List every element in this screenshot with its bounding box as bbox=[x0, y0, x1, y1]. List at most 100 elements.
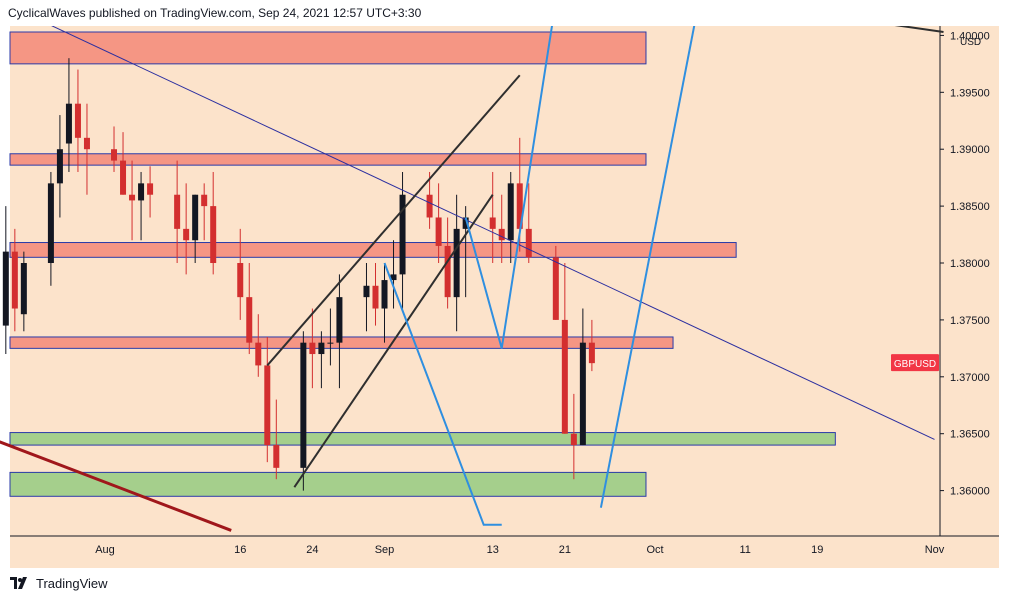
candle bbox=[111, 126, 118, 172]
candle bbox=[65, 58, 72, 172]
tradingview-brand[interactable]: TradingView bbox=[10, 576, 108, 591]
support-zone-4 bbox=[9, 432, 836, 446]
candle bbox=[363, 263, 370, 332]
descending-trendline bbox=[23, 12, 935, 440]
x-tick-label: 21 bbox=[559, 544, 571, 556]
candle-body bbox=[201, 194, 208, 207]
candle-body bbox=[507, 183, 514, 241]
time-axis-background bbox=[10, 536, 999, 568]
candle-body bbox=[111, 149, 118, 161]
candle-body bbox=[138, 183, 145, 201]
candle bbox=[174, 160, 181, 264]
candle-body bbox=[318, 342, 325, 355]
resistance-zone-1 bbox=[9, 153, 647, 166]
candle-body bbox=[246, 297, 253, 343]
candle-body bbox=[462, 217, 469, 229]
chart-area[interactable]: 1.36000 1.36500 1.37000 1.37500 1.38000 1.385… bbox=[0, 0, 1009, 568]
candle bbox=[138, 171, 145, 241]
chart-background bbox=[10, 26, 940, 536]
candle-body bbox=[83, 137, 90, 150]
candle bbox=[498, 194, 505, 264]
candle bbox=[201, 183, 208, 241]
candle bbox=[74, 69, 81, 172]
candle-body bbox=[174, 194, 181, 229]
candle bbox=[462, 206, 469, 298]
candle-body bbox=[381, 280, 388, 309]
candle-body bbox=[336, 297, 343, 343]
candle-body bbox=[426, 194, 433, 218]
y-tick-label: 1.39000 bbox=[950, 144, 990, 156]
symbol-price-label: GBPUSD bbox=[891, 354, 939, 372]
y-tick-label: 1.36500 bbox=[950, 429, 990, 441]
candle bbox=[246, 263, 253, 355]
tradingview-wordmark: TradingView bbox=[36, 575, 108, 591]
candle bbox=[561, 263, 568, 434]
channel-upper-line bbox=[266, 74, 521, 367]
candle-body bbox=[552, 257, 559, 320]
candle-body bbox=[264, 365, 271, 446]
candle bbox=[56, 115, 63, 218]
candle bbox=[210, 171, 217, 275]
candle bbox=[552, 245, 559, 320]
candle-body bbox=[20, 263, 27, 315]
candle bbox=[318, 331, 325, 389]
candle-body bbox=[390, 274, 397, 281]
candle-body bbox=[453, 228, 460, 298]
candle bbox=[399, 171, 406, 309]
dark-red-trendline bbox=[0, 440, 232, 532]
y-tick-label: 1.37500 bbox=[950, 315, 990, 327]
candle-body bbox=[525, 228, 532, 258]
tradingview-logo-icon bbox=[10, 577, 27, 589]
candle-body bbox=[183, 228, 190, 241]
footer: TradingView bbox=[0, 568, 1009, 598]
candle-body bbox=[56, 149, 63, 184]
y-tick-label: 1.38500 bbox=[950, 201, 990, 213]
candle bbox=[11, 228, 18, 332]
candle bbox=[579, 308, 586, 446]
candle-body bbox=[273, 445, 280, 468]
price-chart[interactable]: 1.36000 1.36500 1.37000 1.37500 1.38000 1.385… bbox=[0, 0, 1009, 568]
candle bbox=[381, 263, 388, 343]
candle-body bbox=[300, 342, 307, 468]
x-tick-label: Nov bbox=[925, 544, 945, 556]
candle bbox=[570, 393, 577, 480]
candle-body bbox=[489, 217, 496, 229]
candle-body bbox=[561, 319, 568, 434]
candle bbox=[327, 308, 334, 366]
x-tick-label: 13 bbox=[487, 544, 499, 556]
candle bbox=[507, 171, 514, 264]
candle bbox=[264, 336, 271, 463]
candle bbox=[192, 194, 199, 264]
y-tick-label: 1.37000 bbox=[950, 372, 990, 384]
x-tick-label: 11 bbox=[739, 544, 750, 556]
candle bbox=[588, 319, 595, 372]
x-tick-label: 19 bbox=[811, 544, 823, 556]
x-tick-label: 24 bbox=[306, 544, 318, 556]
candle bbox=[426, 171, 433, 229]
candle-body bbox=[210, 206, 217, 264]
projection-zigzag bbox=[383, 262, 502, 526]
symbol-label-bg bbox=[891, 354, 939, 372]
candle bbox=[309, 308, 316, 389]
x-tick-label: Sep bbox=[375, 544, 395, 556]
candle bbox=[20, 251, 27, 332]
y-tick-label: 1.38000 bbox=[950, 258, 990, 270]
candle-body bbox=[516, 183, 523, 229]
symbol-label-text: GBPUSD bbox=[894, 359, 936, 370]
candle bbox=[120, 132, 127, 195]
candle-body bbox=[120, 160, 127, 195]
candle-body bbox=[444, 245, 451, 298]
candle bbox=[83, 103, 90, 195]
candle bbox=[147, 166, 154, 218]
y-tick-label: 1.36000 bbox=[950, 486, 990, 498]
candle bbox=[183, 183, 190, 275]
candle bbox=[2, 206, 9, 355]
y-tick-label: 1.40000 bbox=[950, 30, 990, 42]
axis-background bbox=[940, 26, 999, 568]
candle bbox=[489, 171, 496, 264]
candle bbox=[372, 263, 379, 326]
projection-upper-right-line bbox=[599, 0, 701, 508]
candle-body bbox=[363, 285, 370, 298]
publisher-line: CyclicalWaves published on TradingView.c… bbox=[8, 6, 422, 20]
candle-body bbox=[129, 194, 136, 201]
